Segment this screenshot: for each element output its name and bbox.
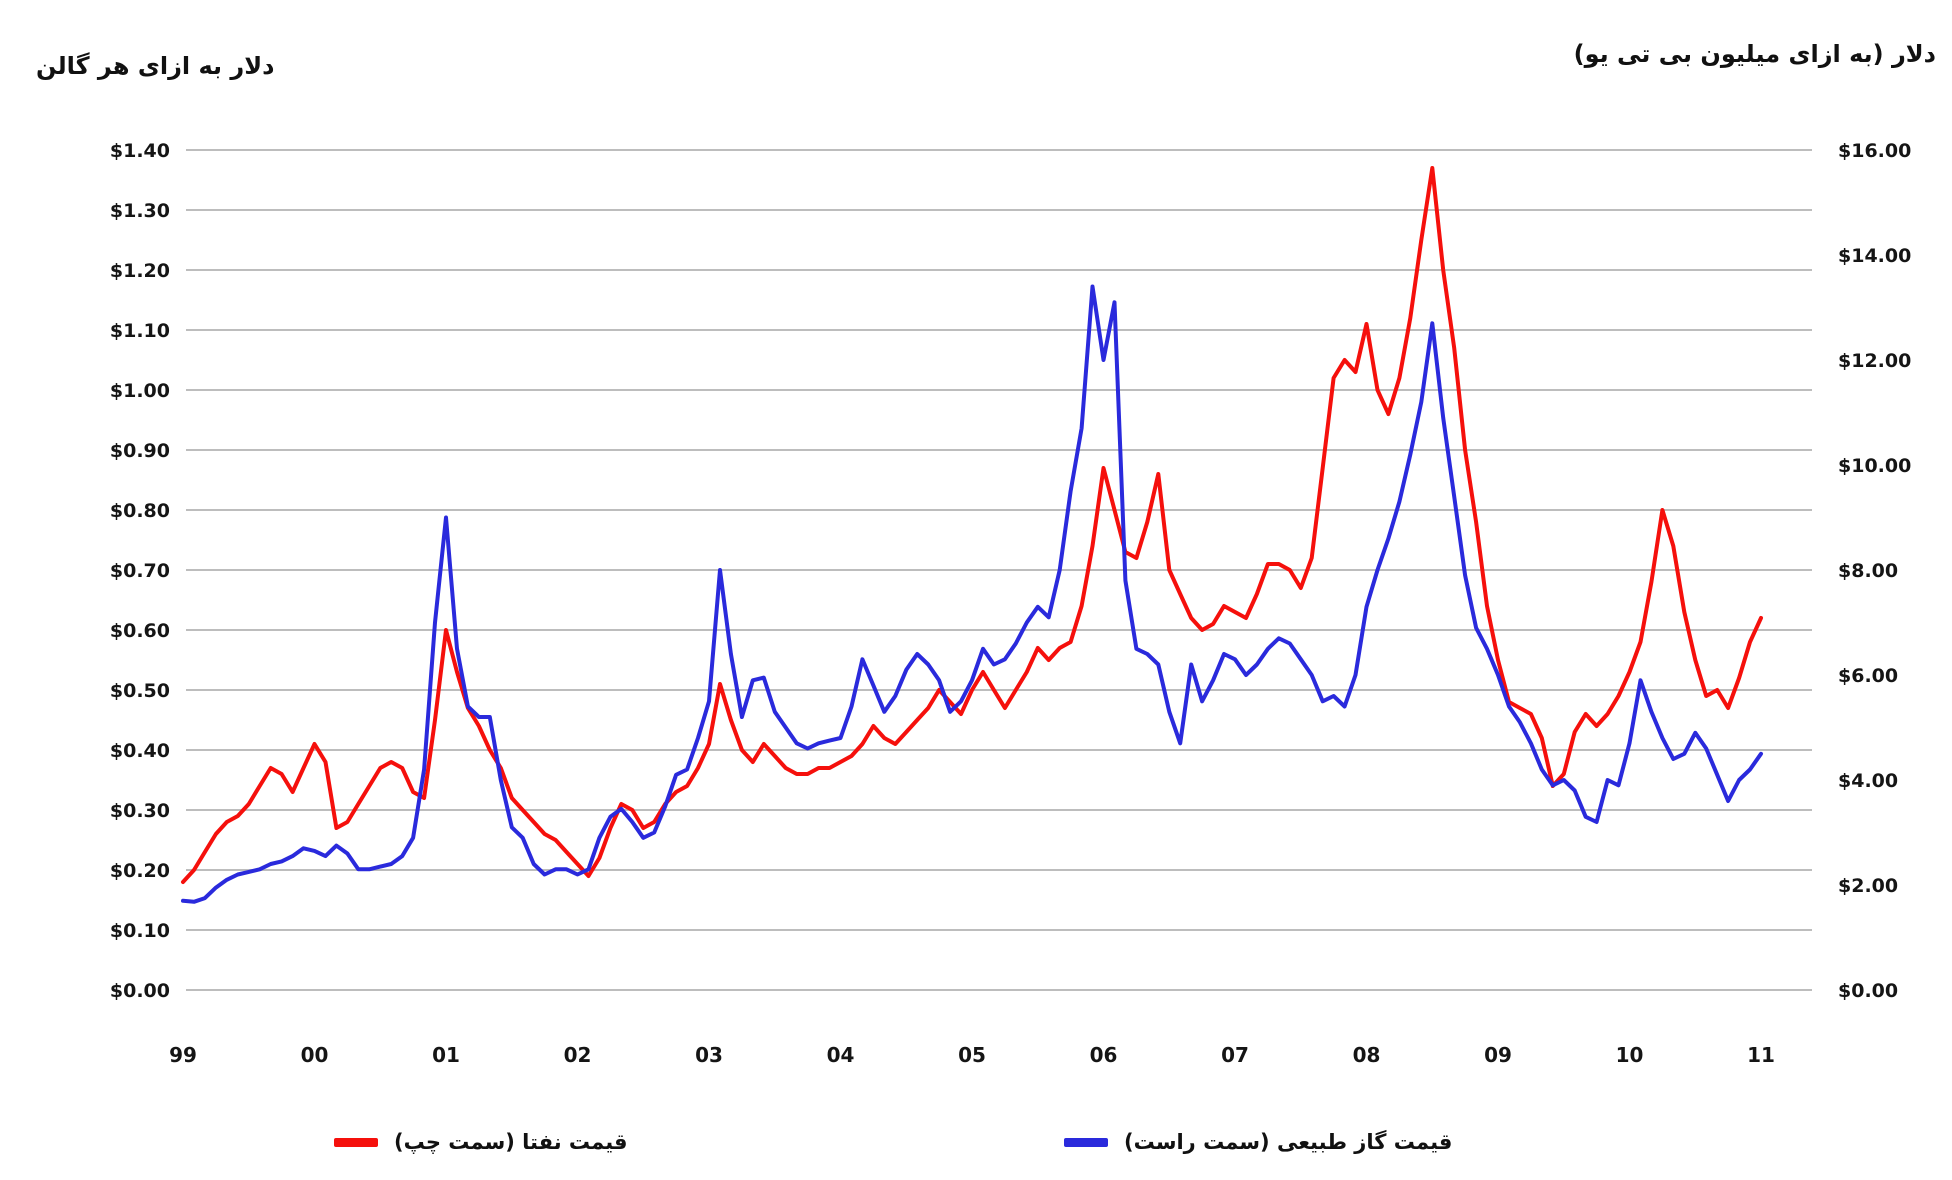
left-axis-tick-label: $0.00	[110, 980, 170, 1002]
left-axis-tick-label: $0.90	[110, 440, 170, 462]
right-axis-tick-label: $16.00	[1838, 140, 1911, 162]
right-axis-tick-label: $4.00	[1838, 770, 1898, 792]
left-axis-tick-label: $0.80	[110, 500, 170, 522]
legend-label-naphtha: قیمت نفتا (سمت چپ)	[394, 1130, 628, 1154]
right-axis-tick-label: $0.00	[1838, 980, 1898, 1002]
x-axis-tick-label: 10	[1616, 1043, 1644, 1067]
x-axis-tick-label: 02	[564, 1043, 592, 1067]
right-axis-tick-labels: $0.00 $2.00 $4.00 $6.00 $8.00 $10.00 $12.00 $14…	[1838, 140, 1911, 1002]
left-axis-tick-label: $0.40	[110, 740, 170, 762]
x-axis-tick-label: 07	[1221, 1043, 1249, 1067]
x-axis-tick-label: 06	[1090, 1043, 1118, 1067]
right-axis-tick-label: $12.00	[1838, 350, 1911, 372]
naphtha-line-swatch-icon	[334, 1137, 378, 1147]
right-axis-tick-label: $6.00	[1838, 665, 1898, 687]
x-axis-tick-label: 01	[432, 1043, 460, 1067]
left-axis-tick-label: $0.10	[110, 920, 170, 942]
left-axis-title: دلار به ازای هر گالن	[36, 52, 275, 80]
left-axis-tick-label: $0.20	[110, 860, 170, 882]
natural-gas-price-line	[181, 284, 1763, 904]
gridlines	[186, 149, 1812, 991]
right-axis-tick-label: $14.00	[1838, 245, 1911, 267]
left-axis-tick-labels: $0.00 $0.10 $0.20 $0.30 $0.40 $0.50 $0.60 $0.70…	[110, 140, 170, 1002]
x-axis-tick-label: 09	[1484, 1043, 1512, 1067]
left-axis-tick-label: $1.20	[110, 260, 170, 282]
right-axis-tick-label: $10.00	[1838, 455, 1911, 477]
right-axis-tick-label: $2.00	[1838, 875, 1898, 897]
left-axis-tick-label: $0.70	[110, 560, 170, 582]
chart-legend: قیمت نفتا (سمت چپ) قیمت گاز طبیعی (سمت ر…	[0, 1122, 1952, 1168]
x-axis-tick-label: 99	[169, 1043, 197, 1067]
x-axis-tick-label: 11	[1747, 1043, 1775, 1067]
legend-item-gas: قیمت گاز طبیعی (سمت راست)	[1064, 1122, 1452, 1162]
x-axis-tick-labels: 99 00 01 02 03 04 05 06 07 08 09 10 11	[169, 1043, 1775, 1067]
x-axis-tick-label: 04	[827, 1043, 855, 1067]
x-axis-tick-label: 03	[695, 1043, 723, 1067]
left-axis-tick-label: $1.00	[110, 380, 170, 402]
left-axis-tick-label: $1.40	[110, 140, 170, 162]
series-lines	[181, 166, 1763, 904]
right-axis-tick-label: $8.00	[1838, 560, 1898, 582]
x-axis-tick-label: 00	[301, 1043, 329, 1067]
x-axis-tick-label: 05	[958, 1043, 986, 1067]
gas-line-swatch-icon	[1064, 1137, 1108, 1147]
left-axis-tick-label: $1.30	[110, 200, 170, 222]
left-axis-tick-label: $0.50	[110, 680, 170, 702]
x-axis-tick-label: 08	[1353, 1043, 1381, 1067]
left-axis-tick-label: $0.60	[110, 620, 170, 642]
legend-item-naphtha: قیمت نفتا (سمت چپ)	[334, 1122, 628, 1162]
left-axis-tick-label: $0.30	[110, 800, 170, 822]
left-axis-tick-label: $1.10	[110, 320, 170, 342]
naphtha-price-line	[181, 166, 1763, 884]
right-axis-title: دلار (به ازای میلیون بی تی یو)	[1573, 40, 1936, 68]
legend-label-gas: قیمت گاز طبیعی (سمت راست)	[1124, 1130, 1453, 1154]
